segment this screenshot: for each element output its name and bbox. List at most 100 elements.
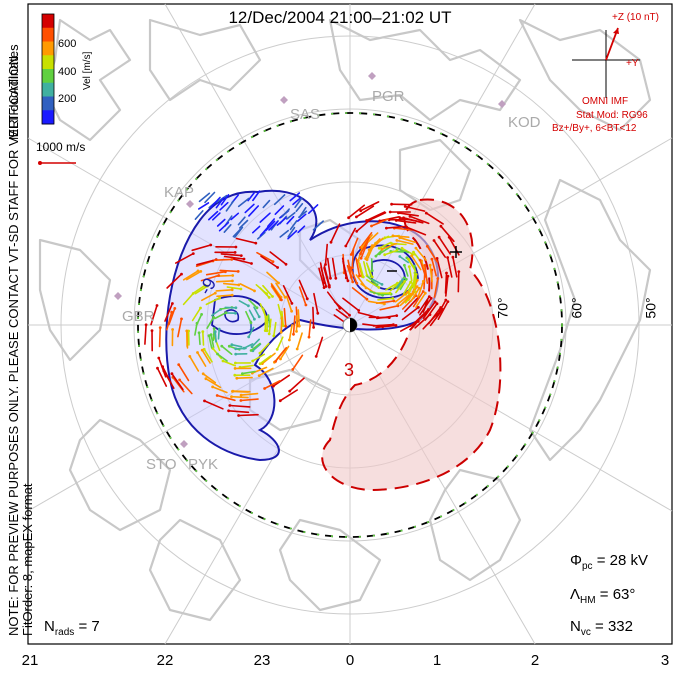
colorbar-segment — [42, 14, 54, 29]
velocity-vector — [320, 266, 327, 288]
velocity-vector — [245, 310, 252, 324]
velocity-vector-origin — [288, 338, 291, 342]
velocity-vector — [312, 220, 325, 231]
velocity-vector — [248, 205, 260, 217]
velocity-vector-origin — [247, 335, 251, 339]
velocity-vector — [307, 204, 319, 214]
velocity-vector-origin — [180, 272, 183, 276]
velocity-vector — [372, 323, 395, 327]
velocity-vector — [274, 346, 288, 363]
velocity-vector-origin — [398, 216, 402, 220]
velocity-vector — [403, 264, 409, 277]
velocity-vector-origin — [436, 277, 440, 280]
velocity-vector-origin — [267, 332, 271, 336]
vector-count: Nvc = 332 — [570, 618, 633, 638]
station-gbr: GBR — [122, 308, 155, 325]
velocity-vector-origin — [281, 324, 285, 327]
velocity-vector-origin — [408, 215, 412, 218]
velocity-vector — [440, 225, 455, 243]
velocity-vector-origin — [394, 219, 398, 222]
velocity-vector-origin — [446, 256, 449, 259]
velocity-vector-origin — [283, 295, 287, 299]
colorbar-segment — [42, 27, 54, 42]
velocity-vector — [259, 303, 267, 318]
velocity-vector — [415, 247, 427, 261]
velocity-vector — [398, 236, 417, 244]
velocity-vector — [383, 249, 399, 256]
velocity-vector — [366, 275, 378, 286]
velocity-vector-origin — [231, 390, 234, 393]
velocity-vector-origin — [415, 278, 419, 282]
velocity-vector — [429, 264, 433, 283]
velocity-vector — [213, 258, 233, 262]
velocity-vector — [308, 319, 312, 338]
velocity-vector — [194, 285, 209, 295]
velocity-vector-origin — [206, 284, 209, 288]
station-sas: SAS — [290, 106, 321, 123]
velocity-vector — [260, 255, 279, 269]
velocity-vector-origin — [423, 291, 427, 295]
velocity-vector — [407, 258, 417, 273]
velocity-vector — [237, 413, 259, 417]
velocity-vector-origin — [355, 215, 358, 219]
velocity-vector-origin — [253, 317, 256, 321]
velocity-vector — [237, 216, 246, 226]
velocity-vector — [355, 274, 367, 289]
velocity-vector-origin — [239, 287, 243, 291]
velocity-vector-origin — [200, 313, 204, 316]
velocity-vector-origin — [258, 351, 262, 355]
velocity-vector-origin — [250, 262, 253, 265]
velocity-vector-origin — [173, 307, 177, 310]
velocity-vector-origin — [234, 311, 237, 315]
velocity-vector — [285, 295, 293, 313]
velocity-vector-origin — [314, 355, 318, 358]
velocity-vector-origin — [211, 385, 215, 389]
colorbar-segment — [42, 82, 54, 97]
velocity-vector — [429, 308, 444, 327]
velocity-vector — [239, 364, 254, 369]
velocity-vector — [216, 294, 233, 298]
velocity-vector-origin — [404, 277, 408, 281]
velocity-vector — [259, 355, 272, 365]
velocity-vector — [221, 345, 233, 356]
velocity-vector — [427, 306, 442, 325]
velocity-vector-origin — [312, 326, 315, 329]
pole-marker — [342, 317, 358, 333]
velocity-vector — [252, 225, 261, 234]
velocity-vector-origin — [231, 279, 234, 283]
velocity-vector-origin — [277, 281, 280, 285]
velocity-vector-origin — [414, 273, 418, 276]
velocity-vector — [377, 297, 394, 301]
velocity-vector-origin — [444, 298, 448, 302]
velocity-vector-origin — [217, 274, 221, 277]
velocity-vector-origin — [255, 306, 259, 310]
velocity-vector-origin — [403, 263, 406, 267]
velocity-vector — [223, 255, 245, 260]
velocity-vector — [287, 226, 296, 238]
velocity-vector — [230, 212, 240, 221]
velocity-vector-origin — [457, 270, 461, 273]
velocity-vector — [370, 258, 374, 272]
velocity-vector — [214, 331, 217, 343]
velocity-vector-origin — [196, 351, 199, 354]
velocity-vector — [357, 259, 363, 278]
velocity-vector-origin — [398, 255, 402, 258]
velocity-vector-origin — [288, 389, 292, 393]
velocity-vector — [283, 307, 287, 328]
velocity-vector-origin — [295, 330, 298, 333]
velocity-vector-origin — [264, 315, 268, 319]
velocity-vector — [330, 223, 341, 243]
velocity-vector-origin — [359, 252, 362, 256]
velocity-vector-origin — [446, 300, 450, 303]
velocity-vector — [252, 190, 261, 202]
velocity-vector — [452, 256, 458, 278]
velocity-vector-origin — [251, 359, 255, 363]
velocity-vector — [256, 251, 274, 263]
colorbar-segment — [42, 96, 54, 111]
velocity-vector-origin — [395, 239, 399, 242]
velocity-vector — [220, 194, 230, 206]
velocity-vector-origin — [383, 236, 387, 240]
velocity-vector — [237, 197, 250, 208]
velocity-vector — [191, 244, 212, 252]
velocity-vector-origin — [348, 313, 351, 317]
